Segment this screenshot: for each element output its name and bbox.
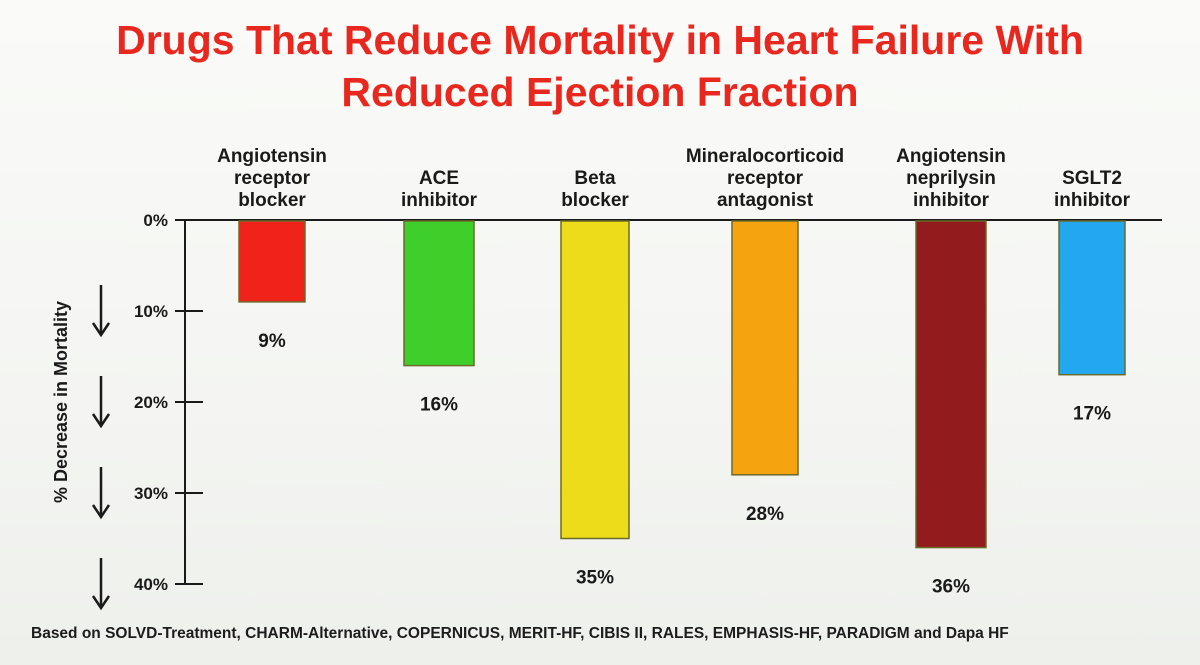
category-label: ACE inhibitor bbox=[401, 168, 478, 211]
chart-title-line-2: Reduced Ejection Fraction bbox=[341, 69, 859, 115]
y-tick-label: 40% bbox=[134, 575, 168, 594]
category-label: SGLT2 inhibitor bbox=[1054, 168, 1131, 211]
category-label: Beta blocker bbox=[561, 168, 629, 211]
category-label: Mineralocorticoid receptor antagonist bbox=[686, 146, 844, 211]
y-tick-label: 20% bbox=[134, 393, 168, 412]
down-arrow-icon bbox=[91, 413, 111, 429]
y-tick-label: 10% bbox=[134, 302, 168, 321]
data-label: 16% bbox=[420, 395, 458, 416]
data-label: 28% bbox=[746, 504, 784, 525]
y-axis-label: % Decrease in Mortality bbox=[51, 301, 71, 503]
category-label-line: antagonist bbox=[717, 190, 814, 211]
bar bbox=[1058, 220, 1126, 376]
category-label-line: Angiotensin bbox=[896, 146, 1006, 167]
category-label-line: Beta bbox=[574, 168, 616, 189]
bar bbox=[915, 220, 987, 549]
category-label-line: SGLT2 bbox=[1062, 168, 1122, 189]
down-arrow-icon bbox=[91, 322, 111, 338]
bar bbox=[238, 220, 306, 303]
category-label: Angiotensin neprilysin inhibitor bbox=[896, 146, 1006, 211]
category-label: Angiotensin receptor blocker bbox=[217, 146, 327, 211]
y-tick-label: 30% bbox=[134, 484, 168, 503]
category-label-line: ACE bbox=[419, 168, 459, 189]
chart-title-line-1: Drugs That Reduce Mortality in Heart Fai… bbox=[116, 17, 1084, 63]
data-label: 35% bbox=[576, 568, 614, 589]
category-label-line: receptor bbox=[234, 168, 311, 189]
source-note: Based on SOLVD-Treatment, CHARM-Alternat… bbox=[31, 625, 1009, 642]
data-label: 36% bbox=[932, 577, 970, 598]
category-label-line: blocker bbox=[561, 190, 629, 211]
category-label-line: Mineralocorticoid bbox=[686, 146, 844, 167]
category-label-line: Angiotensin bbox=[217, 146, 327, 167]
bar bbox=[403, 220, 475, 367]
bar bbox=[731, 220, 799, 476]
category-label-line: inhibitor bbox=[401, 190, 478, 211]
bar bbox=[560, 220, 630, 540]
category-label-line: receptor bbox=[727, 168, 804, 189]
data-label: 17% bbox=[1073, 404, 1111, 425]
category-label-line: blocker bbox=[238, 190, 306, 211]
down-arrow-icon bbox=[91, 504, 111, 520]
category-label-line: inhibitor bbox=[1054, 190, 1131, 211]
category-label-line: neprilysin bbox=[906, 168, 996, 189]
category-label-line: inhibitor bbox=[913, 190, 990, 211]
data-label: 9% bbox=[258, 331, 286, 352]
down-arrow-icon bbox=[91, 595, 111, 611]
chart-title: Drugs That Reduce Mortality in Heart Fai… bbox=[0, 14, 1200, 118]
y-tick-label: 0% bbox=[143, 211, 168, 230]
